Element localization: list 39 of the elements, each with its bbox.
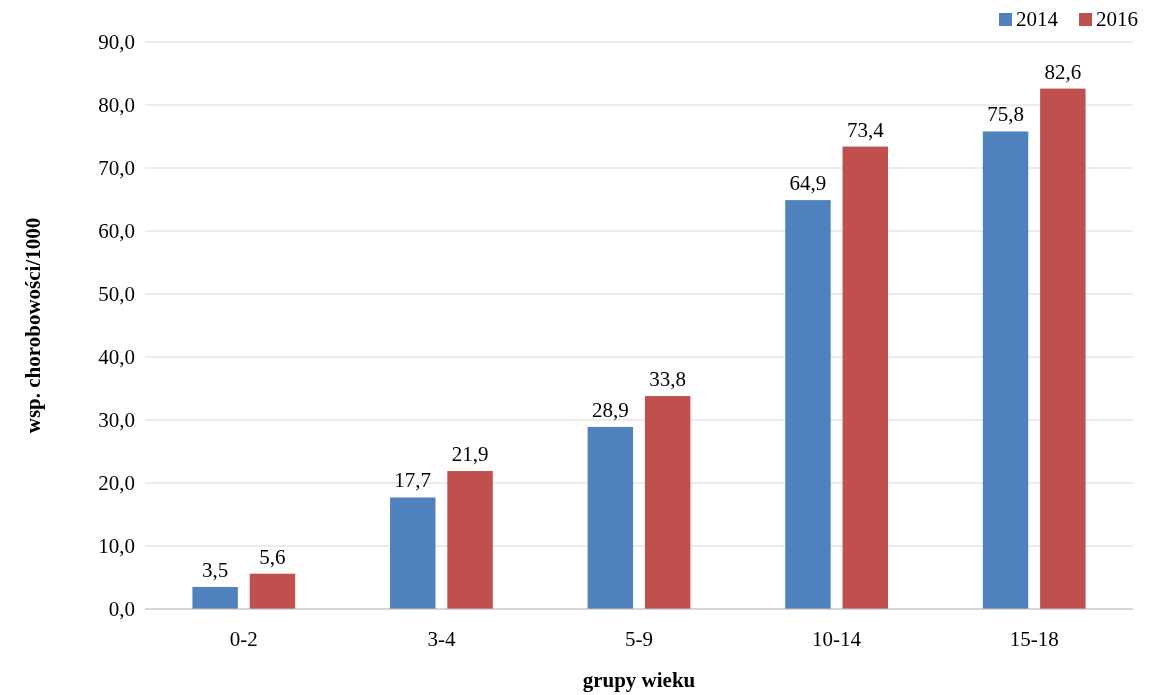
data-label: 28,9 (591, 397, 629, 422)
data-label: 73,4 (846, 117, 885, 142)
x-tick-label: 0-2 (229, 627, 258, 651)
data-label: 64,9 (789, 171, 827, 196)
bar (249, 573, 296, 609)
y-tick-label: 10,0 (98, 534, 135, 559)
y-tick-label: 20,0 (98, 471, 135, 496)
bar (644, 396, 691, 609)
x-tick-label: 15-18 (1009, 627, 1059, 651)
data-label: 75,8 (987, 102, 1024, 127)
y-tick-label: 80,0 (98, 93, 135, 118)
legend-label: 2014 (1016, 7, 1059, 31)
y-tick-label: 0,0 (108, 597, 135, 622)
data-label: 17,7 (394, 468, 432, 493)
data-label: 21,9 (451, 442, 489, 467)
bar (982, 131, 1029, 609)
data-label: 3,5 (202, 557, 229, 582)
bar (1040, 88, 1086, 609)
x-axis-title: grupy wieku (582, 668, 696, 692)
x-tick-label: 10-14 (812, 627, 862, 651)
y-tick-label: 50,0 (98, 282, 135, 307)
data-label: 33,8 (649, 367, 687, 392)
y-tick-label: 30,0 (98, 408, 135, 433)
legend-label: 2016 (1096, 7, 1138, 31)
y-axis-title: wsp. chorobowości/1000 (21, 217, 45, 434)
y-tick-label: 90,0 (98, 30, 135, 55)
data-label: 5,6 (259, 544, 286, 569)
x-tick-label: 3-4 (427, 627, 456, 651)
bar (390, 497, 436, 609)
bar (447, 471, 493, 609)
data-label: 82,6 (1044, 59, 1082, 84)
x-tick-label: 5-9 (625, 627, 653, 651)
y-tick-label: 60,0 (98, 219, 135, 244)
bar (842, 146, 888, 609)
y-tick-label: 70,0 (98, 156, 135, 181)
bar (192, 586, 238, 609)
bar (785, 200, 831, 609)
y-tick-label: 40,0 (98, 345, 135, 370)
bar (587, 426, 634, 609)
